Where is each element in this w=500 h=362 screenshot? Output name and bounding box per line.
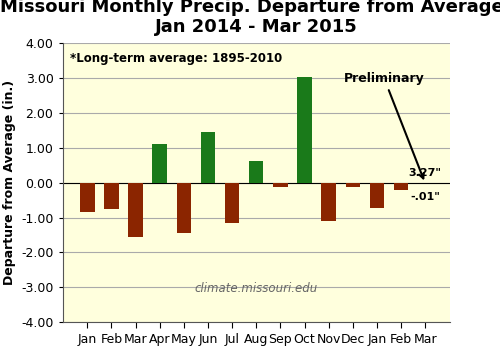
Bar bbox=[201, 132, 215, 183]
Text: climate.missouri.edu: climate.missouri.edu bbox=[194, 282, 318, 295]
Text: Preliminary: Preliminary bbox=[344, 72, 424, 178]
Bar bbox=[298, 76, 312, 183]
Text: -.01": -.01" bbox=[410, 191, 440, 202]
Bar bbox=[322, 183, 336, 221]
Bar bbox=[104, 183, 118, 209]
Bar bbox=[249, 161, 264, 183]
Text: 3.27": 3.27" bbox=[408, 168, 442, 178]
Bar bbox=[152, 144, 167, 183]
Bar bbox=[128, 183, 143, 237]
Bar bbox=[346, 183, 360, 187]
Bar bbox=[394, 183, 408, 190]
Title: Missouri Monthly Precip. Departure from Average*
Jan 2014 - Mar 2015: Missouri Monthly Precip. Departure from … bbox=[0, 0, 500, 36]
Bar bbox=[370, 183, 384, 208]
Bar bbox=[225, 183, 240, 223]
Bar bbox=[80, 183, 94, 212]
Text: *Long-term average: 1895-2010: *Long-term average: 1895-2010 bbox=[70, 52, 282, 65]
Bar bbox=[273, 183, 287, 187]
Bar bbox=[176, 183, 191, 233]
Y-axis label: Departure from Average (in.): Departure from Average (in.) bbox=[2, 80, 16, 285]
